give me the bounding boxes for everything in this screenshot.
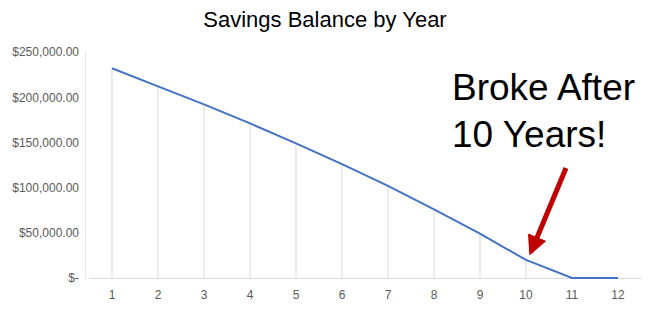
x-tick: 8 <box>431 278 438 302</box>
drop-line <box>342 164 343 278</box>
annotation-arrow <box>531 168 566 252</box>
x-tick: 11 <box>566 278 579 302</box>
annotation-line: 10 Years! <box>452 114 606 155</box>
y-tick-label: $150,000.00 <box>12 136 79 150</box>
x-tick: 12 <box>611 278 625 302</box>
x-tick-label: 7 <box>385 288 392 302</box>
y-axis: $- $50,000.00 $100,000.00 $150,000.00 $200,0… <box>12 45 85 285</box>
y-tick: $100,000.00 <box>12 181 85 195</box>
x-tick-label: 12 <box>611 288 625 302</box>
drop-line <box>434 209 435 278</box>
x-tick-label: 9 <box>477 288 484 302</box>
x-tick: 7 <box>385 278 392 302</box>
chart-title: Savings Balance by Year <box>203 7 446 32</box>
x-axis: 123456789101112 <box>90 278 642 302</box>
y-tick: $200,000.00 <box>12 91 85 105</box>
chart: Savings Balance by Year $- $50,000.00 $100,… <box>0 0 650 309</box>
y-tick: $250,000.00 <box>12 45 85 59</box>
annotation-line: Broke After <box>452 67 635 108</box>
x-tick-label: 5 <box>293 288 300 302</box>
x-tick-label: 1 <box>109 288 116 302</box>
x-tick: 9 <box>477 278 484 302</box>
drop-line <box>480 234 481 278</box>
drop-line <box>526 260 527 278</box>
drop-line <box>250 123 251 278</box>
y-tick-label: $200,000.00 <box>12 91 79 105</box>
x-tick: 2 <box>155 278 162 302</box>
x-tick: 3 <box>201 278 208 302</box>
x-tick-label: 10 <box>519 288 533 302</box>
x-tick: 10 <box>519 278 533 302</box>
drop-line <box>158 86 159 278</box>
y-tick-label: $250,000.00 <box>12 45 79 59</box>
x-tick-label: 11 <box>566 288 579 302</box>
drop-line <box>204 104 205 278</box>
x-tick-label: 8 <box>431 288 438 302</box>
x-tick: 1 <box>109 278 116 302</box>
y-tick: $50,000.00 <box>19 226 85 240</box>
drop-line <box>388 186 389 278</box>
annotation: Broke After 10 Years! <box>452 67 635 155</box>
y-tick: $- <box>68 271 85 285</box>
x-tick: 6 <box>339 278 346 302</box>
y-tick-label: $100,000.00 <box>12 181 79 195</box>
x-tick-label: 2 <box>155 288 162 302</box>
y-axis-line <box>85 53 86 279</box>
x-tick: 5 <box>293 278 300 302</box>
y-tick-label: $50,000.00 <box>19 226 79 240</box>
drop-line <box>296 143 297 278</box>
y-tick: $150,000.00 <box>12 136 85 150</box>
x-axis-line <box>90 278 642 279</box>
drop-line <box>112 68 113 278</box>
x-tick: 4 <box>247 278 254 302</box>
x-tick-label: 4 <box>247 288 254 302</box>
x-tick-label: 3 <box>201 288 208 302</box>
y-tick-label: $- <box>68 271 79 285</box>
x-tick-label: 6 <box>339 288 346 302</box>
